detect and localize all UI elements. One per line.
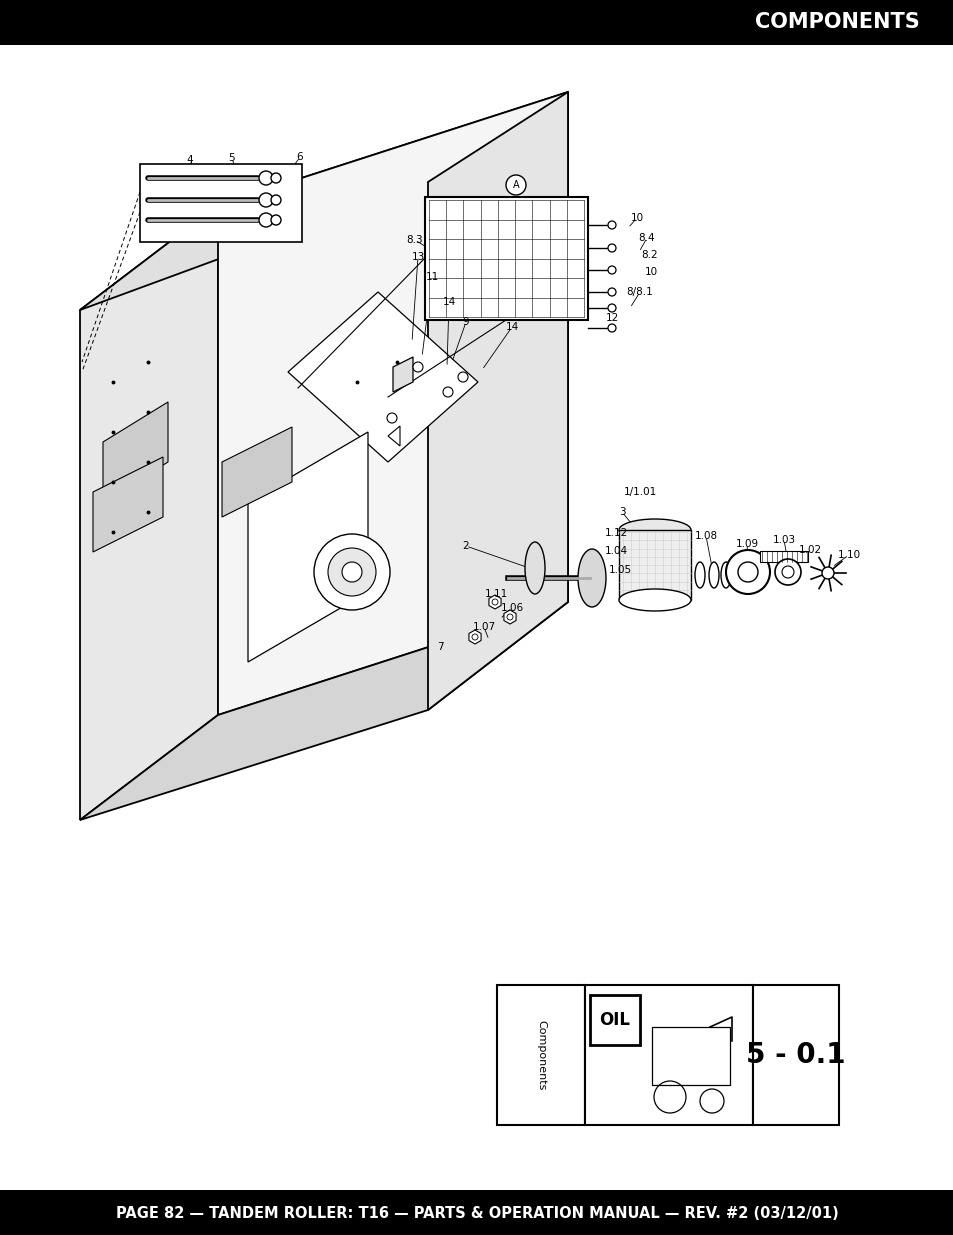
Text: 14: 14: [505, 322, 518, 332]
Text: COMPONENTS: COMPONENTS: [755, 12, 919, 32]
Bar: [140, 164, 302, 242]
Text: 1.08: 1.08: [694, 531, 717, 541]
Circle shape: [781, 566, 793, 578]
Polygon shape: [393, 357, 413, 391]
Circle shape: [607, 324, 616, 332]
Circle shape: [387, 412, 396, 424]
Bar: [0, 0, 953, 44]
Ellipse shape: [524, 542, 544, 594]
Polygon shape: [80, 601, 567, 820]
Circle shape: [505, 175, 525, 195]
Ellipse shape: [708, 562, 719, 588]
Polygon shape: [80, 205, 218, 820]
Text: 1.04: 1.04: [604, 546, 627, 556]
Circle shape: [328, 548, 375, 597]
Text: OIL: OIL: [598, 1011, 630, 1029]
Circle shape: [413, 362, 422, 372]
Text: Components: Components: [536, 1020, 545, 1091]
Text: 1.09: 1.09: [735, 538, 758, 550]
Circle shape: [457, 372, 468, 382]
Circle shape: [271, 195, 281, 205]
Text: 13: 13: [411, 252, 424, 262]
Circle shape: [314, 534, 390, 610]
Text: 3: 3: [618, 508, 624, 517]
Circle shape: [341, 562, 361, 582]
Bar: [752, 986, 838, 1125]
Circle shape: [738, 562, 758, 582]
Circle shape: [774, 559, 801, 585]
Text: 1.07: 1.07: [472, 622, 495, 632]
Text: 1.12: 1.12: [604, 529, 627, 538]
Circle shape: [258, 193, 273, 207]
Polygon shape: [388, 426, 399, 446]
Text: 5: 5: [229, 153, 235, 163]
Bar: [589, 995, 639, 1045]
Text: 8.2: 8.2: [641, 249, 658, 261]
Polygon shape: [489, 595, 500, 609]
Circle shape: [607, 288, 616, 296]
Text: 11: 11: [425, 272, 438, 282]
Polygon shape: [218, 91, 567, 715]
Text: 8/8.1: 8/8.1: [626, 287, 653, 296]
Text: 1.11: 1.11: [484, 589, 507, 599]
Bar: [584, 986, 752, 1125]
Circle shape: [472, 634, 477, 640]
Text: 7: 7: [436, 642, 443, 652]
Text: A: A: [512, 180, 518, 190]
Circle shape: [607, 245, 616, 252]
Circle shape: [442, 387, 453, 396]
Text: 5 - 0.1: 5 - 0.1: [745, 1041, 845, 1070]
Text: 1.05: 1.05: [608, 564, 631, 576]
Circle shape: [271, 215, 281, 225]
Circle shape: [271, 173, 281, 183]
Text: 1.02: 1.02: [798, 545, 821, 555]
Circle shape: [725, 550, 769, 594]
Ellipse shape: [695, 562, 704, 588]
Text: 4: 4: [187, 156, 193, 165]
Circle shape: [607, 221, 616, 228]
Circle shape: [607, 266, 616, 274]
Ellipse shape: [618, 519, 690, 541]
Bar: [651, 1028, 729, 1086]
Bar: [0, 1191, 953, 1235]
Bar: [760, 551, 807, 562]
Circle shape: [506, 614, 513, 620]
Polygon shape: [80, 91, 567, 310]
Ellipse shape: [618, 589, 690, 611]
Polygon shape: [288, 291, 477, 462]
Text: 8.3: 8.3: [406, 235, 423, 245]
Polygon shape: [428, 91, 567, 710]
Text: 12: 12: [605, 312, 618, 324]
Ellipse shape: [720, 562, 730, 588]
Bar: [424, 198, 587, 320]
Polygon shape: [103, 403, 168, 501]
Bar: [497, 986, 584, 1125]
Circle shape: [821, 567, 833, 579]
Polygon shape: [92, 457, 163, 552]
Polygon shape: [248, 432, 368, 662]
Text: 1.03: 1.03: [772, 535, 795, 545]
Polygon shape: [222, 427, 292, 517]
Polygon shape: [469, 630, 480, 643]
Text: 1.06: 1.06: [500, 603, 523, 613]
Text: 10: 10: [630, 212, 643, 224]
Polygon shape: [503, 610, 516, 624]
Text: 1.10: 1.10: [837, 550, 860, 559]
Text: 6: 6: [296, 152, 303, 162]
Text: 14: 14: [442, 296, 456, 308]
Circle shape: [258, 212, 273, 227]
Text: 8.4: 8.4: [638, 233, 655, 243]
Ellipse shape: [578, 550, 605, 606]
Bar: [618, 530, 690, 600]
Text: 1/1.01: 1/1.01: [622, 487, 656, 496]
Text: 10: 10: [644, 267, 657, 277]
Text: PAGE 82 — TANDEM ROLLER: T16 — PARTS & OPERATION MANUAL — REV. #2 (03/12/01): PAGE 82 — TANDEM ROLLER: T16 — PARTS & O…: [115, 1205, 838, 1220]
Circle shape: [258, 170, 273, 185]
Circle shape: [492, 599, 497, 605]
Circle shape: [607, 304, 616, 312]
Text: 9: 9: [462, 317, 469, 327]
Text: 2: 2: [462, 541, 469, 551]
